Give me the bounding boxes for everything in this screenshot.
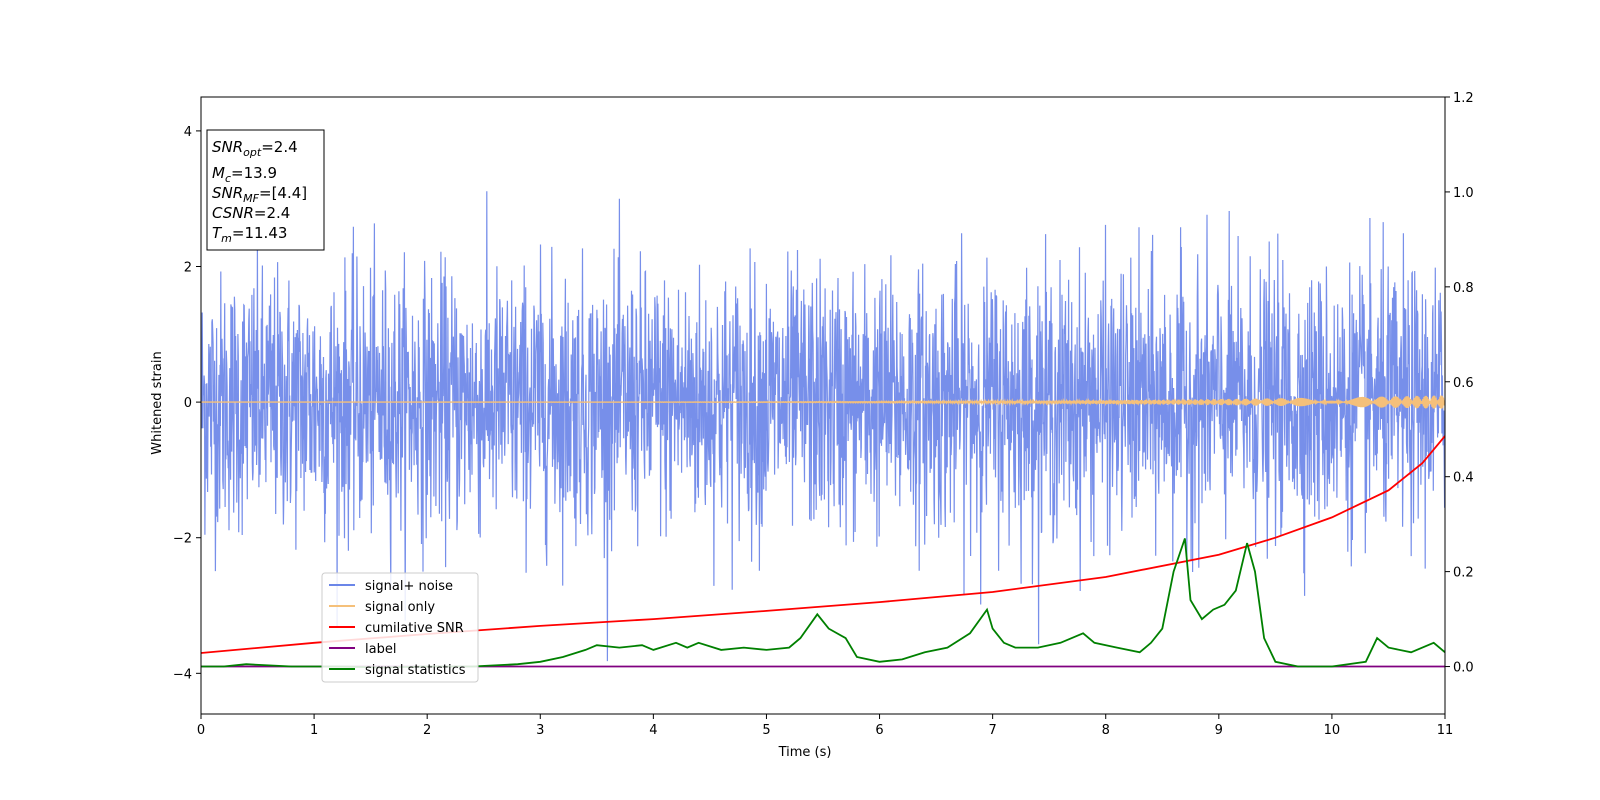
y-tick-label: −2 [173,532,192,547]
y2-tick-label: 0.2 [1453,566,1474,581]
x-axis: 0 1 2 3 4 5 6 7 8 9 10 11 [197,714,1453,738]
legend-label: signal+ noise [365,579,453,594]
y2-tick-label: 0.0 [1453,661,1474,676]
y-tick-label: 2 [184,261,192,276]
legend-label: signal only [365,600,435,615]
x-tick-label: 3 [536,723,544,738]
y-tick-label: 4 [184,125,192,140]
x-tick-label: 1 [310,723,318,738]
info-mc: Mc=13.9 [212,164,277,185]
info-tm: Tm=11.43 [212,224,287,245]
y-tick-label: −4 [173,667,192,682]
info-box: SNRopt=2.4 Mc=13.9 SNRMF=[4.4] CSNR=2.4 … [206,129,325,251]
legend-label: label [365,642,396,657]
x-tick-label: 4 [649,723,657,738]
info-snr-mf: SNRMF=[4.4] [212,184,307,205]
axes-frame [200,96,1446,715]
info-snr-opt: SNRopt=2.4 [212,138,298,159]
x-tick-label: 5 [762,723,770,738]
x-tick-label: 10 [1324,723,1341,738]
series-signal-noise-line [201,191,1445,662]
legend: signal+ noise signal only cumilative SNR la… [321,572,479,683]
x-tick-label: 6 [875,723,883,738]
plot-border [200,96,1446,715]
y-axis-label: Whitened strain [150,351,165,454]
legend-label: signal statistics [365,663,466,678]
y-tick-label: 0 [184,396,192,411]
y-axis-left: −4 −2 0 2 4 [173,125,201,682]
y2-tick-label: 0.4 [1453,471,1474,486]
x-tick-label: 9 [1215,723,1223,738]
y2-tick-label: 0.6 [1453,376,1474,391]
x-tick-label: 11 [1437,723,1454,738]
series-signal-only-line [201,395,1445,409]
x-tick-label: 7 [988,723,996,738]
x-axis-label: Time (s) [778,745,832,760]
y2-tick-label: 1.0 [1453,186,1474,201]
y2-tick-label: 1.2 [1453,91,1474,106]
series-signal-statistics-line [201,538,1445,669]
x-tick-label: 2 [423,723,431,738]
y2-tick-label: 0.8 [1453,281,1474,296]
x-tick-label: 0 [197,723,205,738]
legend-label: cumilative SNR [365,621,464,636]
y-axis-right: 0.0 0.2 0.4 0.6 0.8 1.0 1.2 [1445,91,1474,676]
info-csnr: CSNR=2.4 [212,204,290,222]
x-tick-label: 8 [1102,723,1110,738]
